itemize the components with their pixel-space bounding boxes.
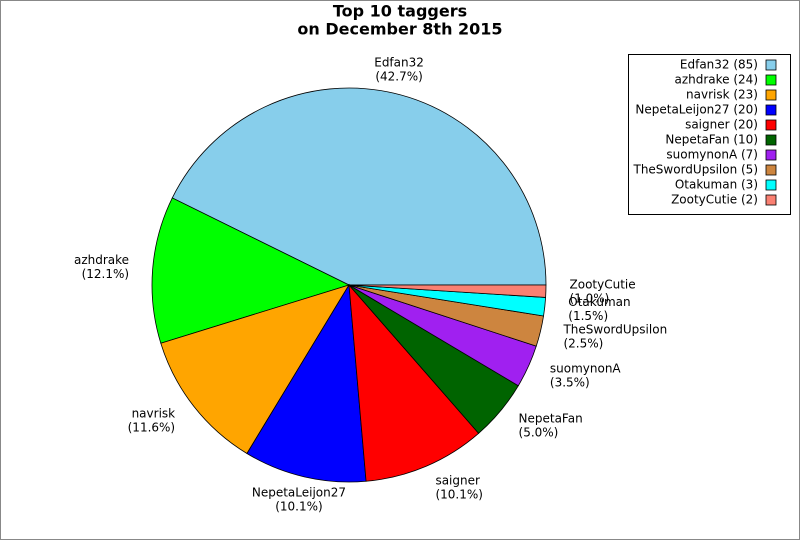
legend-swatch — [765, 74, 777, 86]
slice-percent: (3.5%) — [550, 376, 590, 390]
slice-percent: (5.0%) — [519, 426, 559, 440]
slice-percent: (42.7%) — [375, 70, 422, 84]
slice-label: saigner — [435, 474, 480, 488]
pie-slice — [171, 87, 547, 286]
slice-label: TheSwordUpsilon — [562, 322, 667, 336]
slice-label: NepetaFan — [519, 412, 583, 426]
legend-swatch — [765, 149, 777, 161]
slice-percent: (10.1%) — [435, 488, 482, 502]
slice-percent: (10.1%) — [275, 499, 322, 513]
legend-swatch — [765, 119, 777, 131]
legend-label: Otakuman (3) — [675, 178, 758, 192]
slice-label: Otakuman — [568, 295, 630, 309]
legend-label: azhdrake (24) — [674, 73, 758, 87]
legend-swatch — [765, 89, 777, 101]
slice-label: suomynonA — [550, 362, 622, 376]
legend-swatch — [765, 194, 777, 206]
chart-subtitle: on December 8th 2015 — [297, 20, 502, 39]
legend-label: saigner (20) — [685, 118, 758, 132]
slice-label: ZootyCutie — [570, 277, 636, 291]
legend-swatch — [765, 134, 777, 146]
pie-slice — [348, 284, 547, 298]
legend-label: navrisk (23) — [686, 88, 758, 102]
legend-label: NepetaFan (10) — [665, 133, 758, 147]
legend-swatch — [765, 179, 777, 191]
legend-label: ZootyCutie (2) — [671, 193, 758, 207]
legend-label: TheSwordUpsilon (5) — [632, 163, 758, 177]
slice-percent: (12.1%) — [82, 267, 129, 281]
chart-title: Top 10 taggers — [333, 2, 467, 21]
pie-slice — [151, 197, 351, 344]
legend-swatch — [765, 104, 777, 116]
slice-percent: (1.5%) — [568, 309, 608, 323]
slice-label: navrisk — [132, 406, 176, 420]
slice-percent: (2.5%) — [563, 336, 603, 350]
pie-slice — [160, 284, 350, 455]
legend-box — [628, 54, 791, 215]
legend-swatch — [765, 59, 777, 71]
slice-percent: (11.6%) — [128, 420, 175, 434]
slice-label: azhdrake — [74, 253, 129, 267]
slice-percent: (1.0%) — [570, 291, 610, 305]
legend-label: Edfan32 (85) — [680, 58, 758, 72]
pie-slice — [246, 283, 367, 483]
legend-label: suomynonA (7) — [666, 148, 758, 162]
pie-slice — [348, 283, 480, 482]
legend-label: NepetaLeijon27 (20) — [635, 103, 758, 117]
slice-label: Edfan32 — [374, 56, 424, 70]
slice-label: NepetaLeijon27 — [252, 485, 346, 499]
legend-swatch — [765, 164, 777, 176]
